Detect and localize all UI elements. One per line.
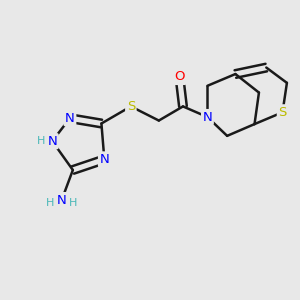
Text: N: N (100, 153, 109, 166)
Text: N: N (65, 112, 75, 125)
Text: S: S (278, 106, 287, 119)
Text: H: H (69, 198, 77, 208)
Text: N: N (57, 194, 67, 207)
Text: H: H (37, 136, 45, 146)
Text: S: S (127, 100, 135, 113)
Text: N: N (202, 110, 212, 124)
Text: H: H (46, 198, 55, 208)
Text: N: N (47, 135, 57, 148)
Text: O: O (174, 70, 185, 83)
